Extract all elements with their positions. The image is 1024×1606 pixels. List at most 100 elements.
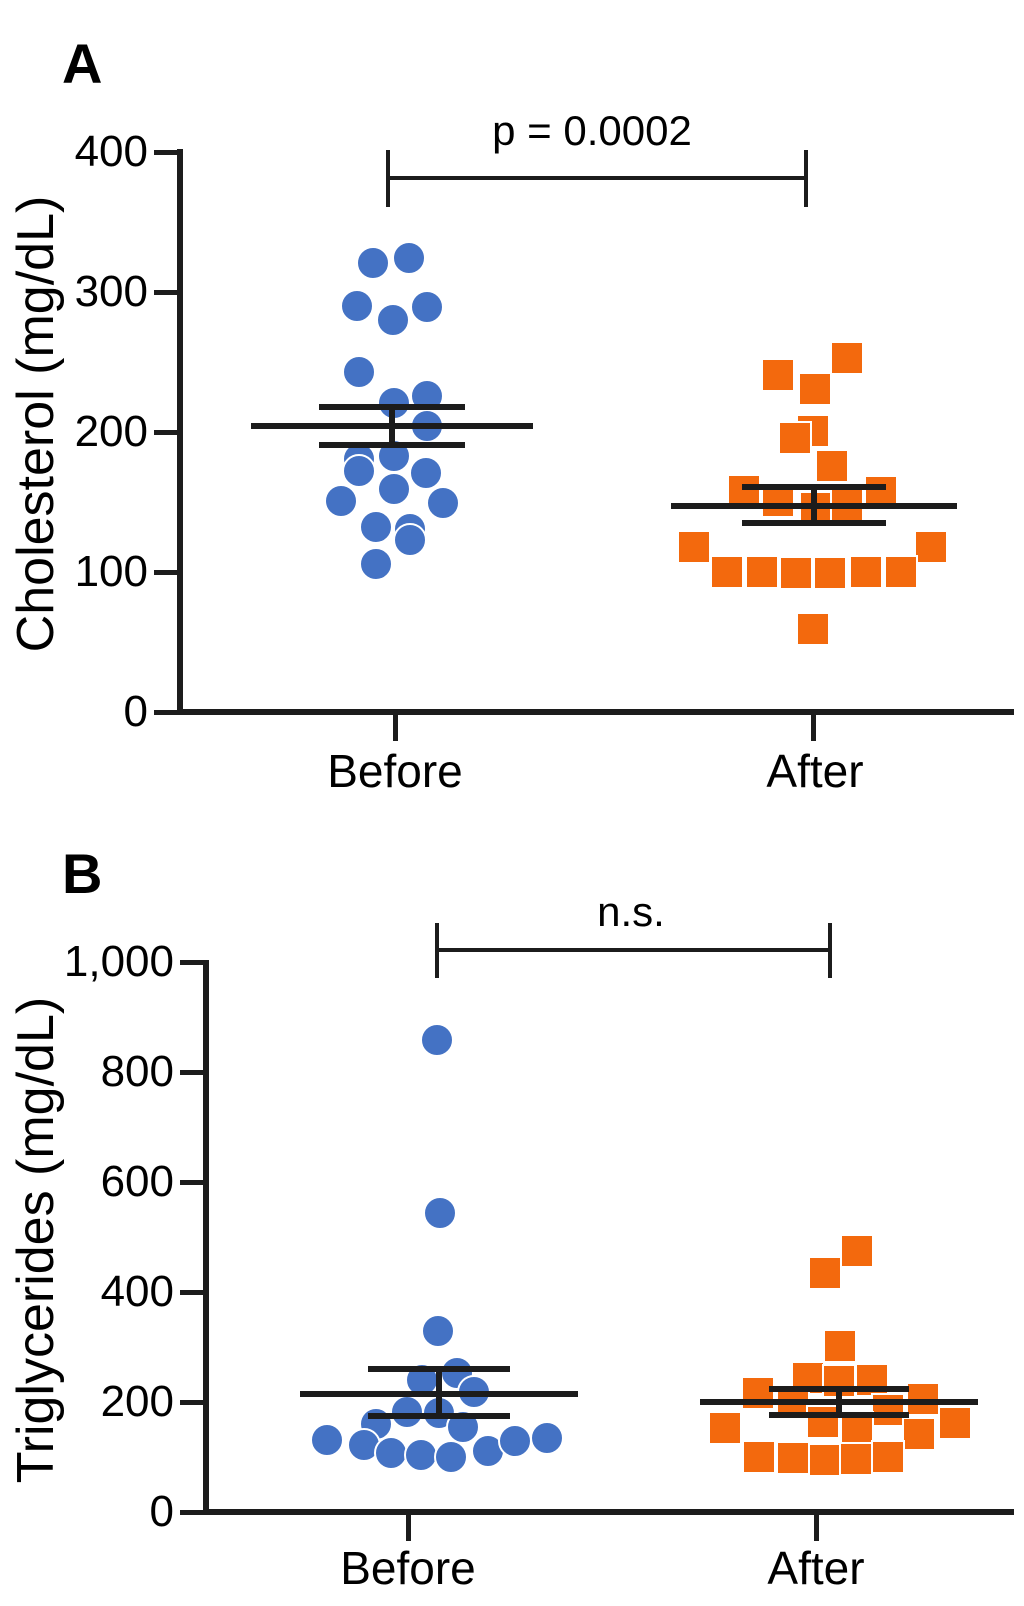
y-tick-mark [180,1180,206,1185]
before-data-point [409,455,443,490]
after-data-point [708,1410,742,1445]
y-tick-mark [154,430,180,435]
after-data-point [914,529,948,564]
after-data-point [761,357,795,392]
before-data-point [324,483,358,518]
before-data-point [342,354,376,389]
after-data-point [839,1442,873,1477]
after-data-point [830,340,864,375]
before-data-point [420,1023,454,1058]
x-category-label-after-b: After [767,1542,865,1594]
after-data-point [823,1328,857,1363]
significance-label-panel-b: n.s. [597,888,665,935]
x-axis-line [203,1509,1014,1515]
y-tick-mark [154,570,180,575]
after-data-point [745,555,779,589]
sem-upper-cap [769,1385,909,1392]
after-data-point [938,1405,972,1440]
after-data-point [813,556,847,591]
after-data-point [808,1442,842,1477]
y-tick-label: 400 [74,127,148,176]
y-axis-line [177,149,183,715]
y-tick-mark [154,150,180,155]
y-axis-line [203,960,209,1515]
y-tick-label: 200 [74,407,148,456]
y-tick-mark [180,1510,206,1515]
y-tick-mark [180,1070,206,1075]
y-tick-mark [154,290,180,295]
after-data-point [855,1363,889,1397]
panel-b-letter: B [62,842,103,905]
x-tick-mark-before [406,1515,411,1541]
y-tick-label: 400 [100,1267,174,1316]
after-data-point [808,1255,842,1290]
after-data-point [727,473,761,508]
sem-upper-cap [368,1366,510,1372]
after-data-point [779,556,813,591]
significance-bracket-right-cap [804,150,808,207]
before-data-point [530,1420,564,1455]
after-data-point [840,1233,874,1268]
x-axis-line [177,709,1014,715]
x-category-label-after-a: After [766,745,864,797]
mean-line [671,503,957,510]
before-data-point [404,1437,438,1472]
before-data-point [377,472,411,507]
after-data-point [742,1440,776,1474]
before-data-point [392,241,426,276]
y-tick-mark [180,960,206,965]
significance-bracket-left-cap [435,923,439,978]
sem-lower-cap [319,441,465,448]
after-data-point [677,529,711,564]
y-tick-label: 0 [123,687,148,736]
after-data-point [871,1440,905,1474]
y-tick-label: 600 [100,1157,174,1206]
significance-bracket-right-cap [828,923,832,978]
y-tick-mark [154,710,180,715]
before-data-point [359,546,393,581]
before-data-point [434,1440,468,1474]
y-tick-mark [180,1400,206,1405]
before-data-point [310,1422,344,1457]
before-data-point [356,245,390,280]
before-data-point [410,290,444,325]
after-data-point [871,1393,905,1428]
before-data-point [393,522,427,557]
mean-line [300,1390,578,1397]
y-tick-mark [180,1290,206,1295]
significance-bracket-line [388,176,806,180]
after-data-point [884,555,918,589]
after-data-point [798,371,832,406]
x-category-label-before-b: Before [340,1542,476,1594]
y-tick-label: 300 [74,267,148,316]
y-tick-label: 1,000 [63,937,174,986]
x-tick-mark-after [811,715,816,741]
before-data-point [426,486,460,521]
after-data-point [849,555,883,589]
before-data-point [342,454,376,489]
sem-upper-cap [742,483,886,490]
after-data-point [741,1376,775,1411]
mean-line [251,423,533,430]
before-data-point [376,303,410,337]
mean-line [700,1399,978,1405]
y-tick-label: 200 [100,1377,174,1426]
sem-lower-cap [368,1412,510,1419]
after-data-point [778,420,812,455]
significance-label-panel-a: p = 0.0002 [492,107,692,154]
after-data-point [710,555,744,589]
significance-bracket-left-cap [386,150,390,207]
after-data-point [776,1441,810,1476]
sem-lower-cap [769,1412,909,1419]
panel-a-letter: A [62,32,103,95]
sem-lower-cap [742,520,886,526]
x-category-label-before-a: Before [327,745,463,797]
before-data-point [374,1436,408,1471]
x-tick-mark-before [393,715,398,741]
after-data-point [815,448,849,483]
before-data-point [423,1195,457,1230]
before-data-point [421,1313,455,1348]
before-data-point [359,510,393,545]
